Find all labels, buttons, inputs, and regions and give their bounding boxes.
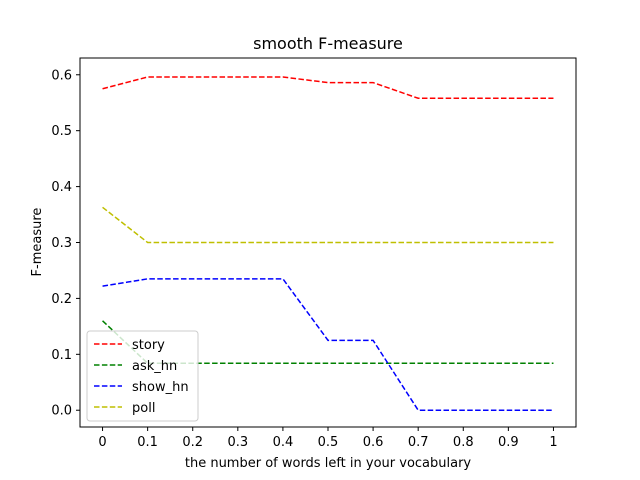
series-line-poll [102,206,554,244]
x-tick-label: 0.9 [498,435,519,450]
legend-label-poll: poll [132,401,155,416]
legend-box [86,330,199,422]
x-tick-label: 0.6 [363,435,384,450]
legend-label-ask-hn: ask_hn [132,359,177,374]
y-tick-label: 0.3 [51,236,72,251]
y-tick-label: 0.0 [51,404,72,419]
y-axis: 0.0 0.1 0.2 0.3 0.4 0.5 0.6 [51,68,80,419]
x-axis-label: the number of words left in your vocabul… [185,456,472,471]
series-line-story [102,76,554,99]
x-tick-label: 0.4 [273,435,294,450]
x-tick-label: 1 [549,435,557,450]
x-tick-label: 0.7 [408,435,429,450]
y-tick-label: 0.4 [51,180,72,195]
y-tick-label: 0.6 [51,68,72,83]
legend-label-show-hn: show_hn [132,380,189,395]
x-axis: 0 0.1 0.2 0.3 0.4 0.5 0.6 0.7 0.8 0.9 1 [98,427,558,450]
legend-label-story: story [132,338,165,353]
series-line-show-hn [102,278,554,411]
y-tick-label: 0.2 [51,292,72,307]
x-tick-label: 0.3 [227,435,248,450]
x-tick-label: 0.2 [182,435,203,450]
x-tick-label: 0.5 [318,435,339,450]
y-tick-label: 0.5 [51,124,72,139]
chart-title: smooth F-measure [253,34,403,53]
x-tick-label: 0.1 [137,435,158,450]
x-tick-label: 0 [98,435,106,450]
y-axis-label: F-measure [30,208,45,277]
y-tick-label: 0.1 [51,348,72,363]
x-tick-label: 0.8 [453,435,474,450]
